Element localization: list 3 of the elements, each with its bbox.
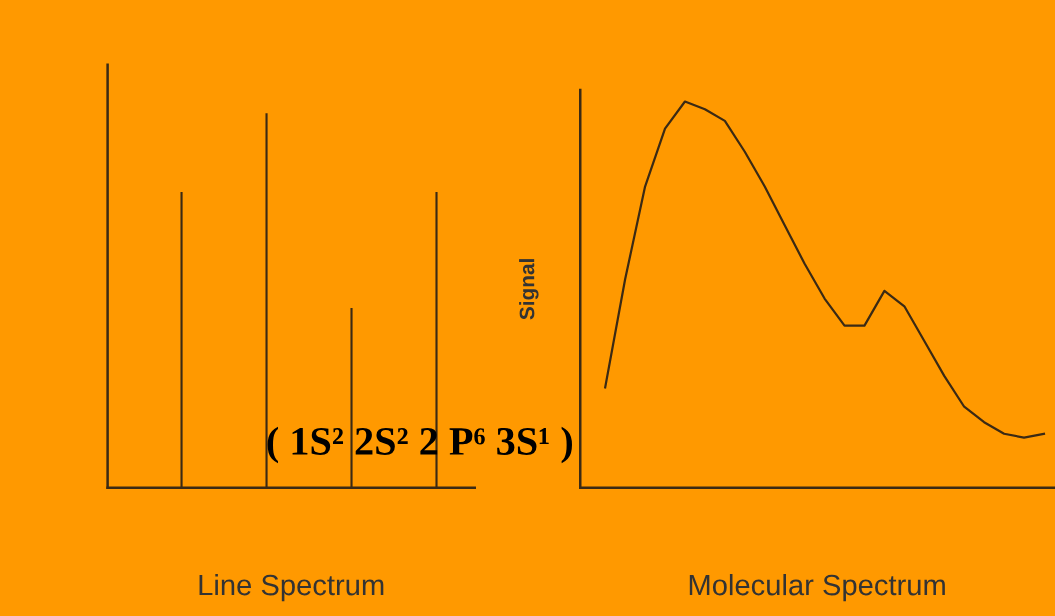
x-axis-title: Molecular Spectrum: [689, 573, 945, 602]
y-axis-title: Signal: [519, 259, 539, 320]
x-axis-title: Line Spectrum: [199, 573, 384, 602]
